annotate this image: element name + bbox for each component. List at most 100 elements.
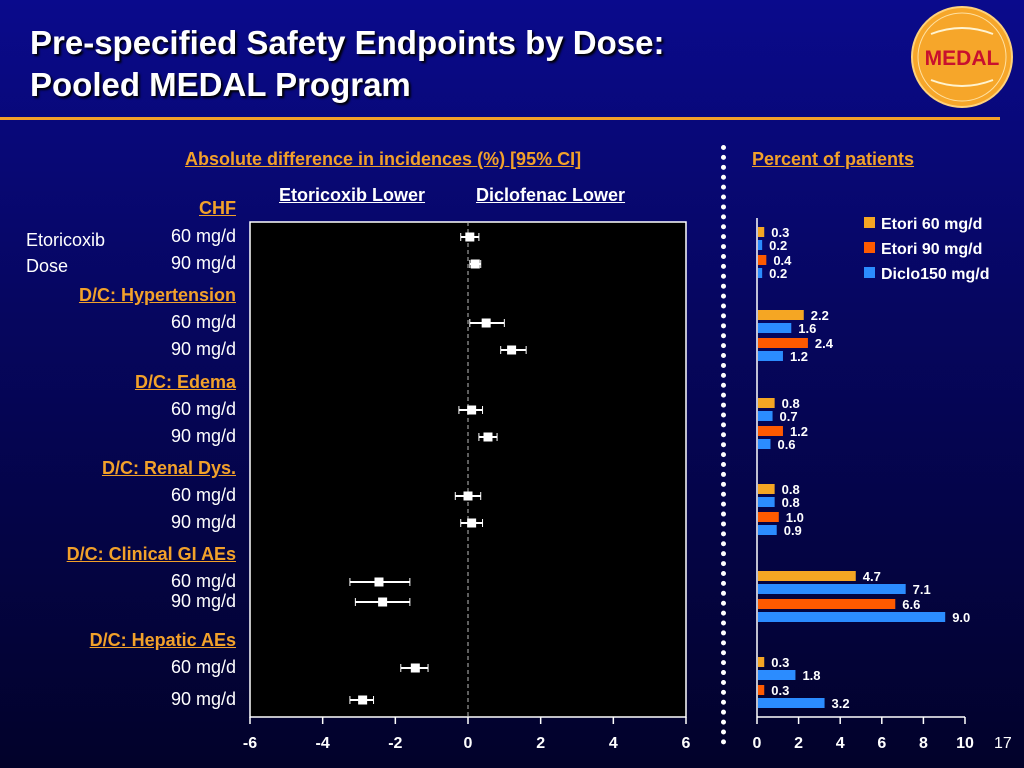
bar bbox=[758, 599, 896, 609]
bar-value-label: 1.6 bbox=[798, 321, 816, 336]
bar-value-label: 6.6 bbox=[902, 597, 920, 612]
bar bbox=[758, 657, 765, 667]
group-label: D/C: Hepatic AEs bbox=[89, 630, 236, 650]
point-estimate bbox=[507, 345, 517, 355]
bar-value-label: 0.7 bbox=[780, 409, 798, 424]
divider bbox=[721, 145, 726, 745]
forest-x-tick-label: -6 bbox=[243, 735, 257, 752]
bar-value-label: 0.2 bbox=[769, 266, 787, 281]
bar-value-label: 1.0 bbox=[786, 510, 804, 525]
bar bbox=[758, 268, 763, 278]
point-estimate bbox=[358, 695, 368, 705]
legend-swatch-etori90 bbox=[864, 242, 875, 253]
bar-value-label: 0.2 bbox=[769, 238, 787, 253]
group-label: D/C: Hypertension bbox=[78, 285, 236, 305]
group-label: D/C: Renal Dys. bbox=[101, 458, 236, 478]
bar-value-label: 7.1 bbox=[913, 582, 931, 597]
bar bbox=[758, 484, 775, 494]
group-label: CHF bbox=[199, 198, 236, 218]
bar-value-label: 1.2 bbox=[790, 349, 808, 364]
dose-label: 90 mg/d bbox=[170, 689, 236, 709]
legend-label-etori60: Etori 60 mg/d bbox=[881, 216, 983, 233]
bar bbox=[758, 512, 779, 522]
dose-label: 60 mg/d bbox=[170, 485, 236, 505]
bar-value-label: 0.6 bbox=[777, 437, 795, 452]
point-estimate bbox=[467, 518, 477, 528]
legend-etori90: Etori 90 mg/d bbox=[864, 241, 982, 259]
legend-swatch-diclo150 bbox=[864, 267, 875, 278]
legend-label-etori90: Etori 90 mg/d bbox=[881, 241, 983, 258]
bar-value-label: 1.2 bbox=[790, 424, 808, 439]
bar-value-label: 0.4 bbox=[773, 253, 792, 268]
medal-logo: MEDAL bbox=[911, 6, 1013, 108]
bar bbox=[758, 240, 763, 250]
bar bbox=[758, 398, 775, 408]
forest-x-tick-label: 6 bbox=[682, 735, 691, 752]
right-direction-label: Diclofenac Lower bbox=[476, 185, 626, 205]
legend-etori60: Etori 60 mg/d bbox=[864, 216, 982, 234]
bar-value-label: 0.8 bbox=[782, 495, 800, 510]
bar-value-label: 2.2 bbox=[811, 308, 829, 323]
bar-value-label: 0.3 bbox=[771, 225, 789, 240]
bar bbox=[758, 698, 825, 708]
bar bbox=[758, 612, 946, 622]
group-label: D/C: Edema bbox=[134, 372, 236, 392]
bar-x-tick-label: 8 bbox=[919, 735, 928, 752]
bar-x-tick-label: 4 bbox=[836, 735, 845, 752]
point-estimate bbox=[463, 491, 473, 501]
dose-label: 90 mg/d bbox=[170, 512, 236, 532]
legend-label-diclo150: Diclo150 mg/d bbox=[881, 266, 990, 283]
bar-value-label: 3.2 bbox=[832, 696, 850, 711]
dose-label: 90 mg/d bbox=[170, 253, 236, 273]
bar bbox=[758, 338, 808, 348]
point-estimate bbox=[483, 432, 493, 442]
dose-label: 90 mg/d bbox=[170, 339, 236, 359]
bar bbox=[758, 426, 783, 436]
bar bbox=[758, 685, 765, 695]
bar bbox=[758, 670, 796, 680]
forest-title: Absolute difference in incidences (%) [9… bbox=[185, 149, 582, 169]
bar bbox=[758, 351, 783, 361]
bar bbox=[758, 310, 804, 320]
bar-value-label: 0.8 bbox=[782, 396, 800, 411]
point-estimate bbox=[410, 663, 420, 673]
dose-label: 60 mg/d bbox=[170, 312, 236, 332]
bar-value-label: 0.9 bbox=[784, 523, 802, 538]
dose-label: 60 mg/d bbox=[170, 399, 236, 419]
page-number: 17 bbox=[994, 735, 1012, 752]
bar-x-tick-label: 10 bbox=[956, 735, 974, 752]
bar bbox=[758, 227, 765, 237]
bar bbox=[758, 584, 906, 594]
bar-value-label: 1.8 bbox=[802, 668, 820, 683]
point-estimate bbox=[374, 577, 384, 587]
point-estimate bbox=[470, 259, 480, 269]
bar-value-label: 2.4 bbox=[815, 336, 834, 351]
bar-x-tick-label: 6 bbox=[877, 735, 886, 752]
title-rule bbox=[0, 117, 1000, 120]
dose-label: 60 mg/d bbox=[170, 571, 236, 591]
bar bbox=[758, 439, 771, 449]
dose-label: 90 mg/d bbox=[170, 426, 236, 446]
bar-x-tick-label: 0 bbox=[753, 735, 762, 752]
forest-x-tick-label: -4 bbox=[316, 735, 330, 752]
point-estimate bbox=[465, 232, 475, 242]
bar bbox=[758, 525, 777, 535]
title-line-1: Pre-specified Safety Endpoints by Dose: bbox=[30, 24, 665, 61]
title-line-2: Pooled MEDAL Program bbox=[30, 66, 411, 103]
bar-value-label: 0.8 bbox=[782, 482, 800, 497]
left-direction-label: Etoricoxib Lower bbox=[279, 185, 426, 205]
bar-value-label: 9.0 bbox=[952, 610, 970, 625]
dose-label: 90 mg/d bbox=[170, 591, 236, 611]
logo-text: MEDAL bbox=[925, 47, 1000, 70]
point-estimate bbox=[378, 597, 388, 607]
bar bbox=[758, 411, 773, 421]
dose-header: Etoricoxib Dose bbox=[26, 230, 106, 276]
dose-label: 60 mg/d bbox=[170, 657, 236, 677]
bar bbox=[758, 497, 775, 507]
dose-label: 60 mg/d bbox=[170, 226, 236, 246]
point-estimate bbox=[467, 405, 477, 415]
bar-value-label: 0.3 bbox=[771, 655, 789, 670]
bar-chart-title: Percent of patients bbox=[752, 149, 915, 169]
bar-value-label: 0.3 bbox=[771, 683, 789, 698]
